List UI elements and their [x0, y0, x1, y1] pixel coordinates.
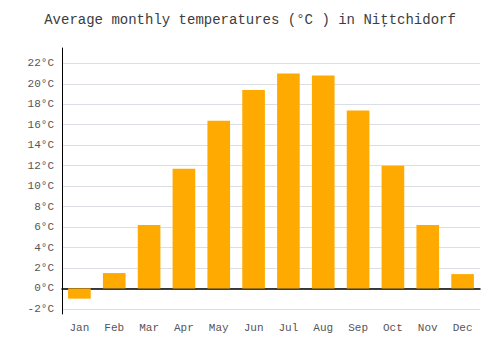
svg-text:Aug: Aug — [313, 322, 333, 334]
svg-text:Jun: Jun — [244, 322, 264, 334]
svg-text:12°C: 12°C — [28, 160, 55, 172]
svg-text:Jul: Jul — [279, 322, 299, 334]
svg-text:20°C: 20°C — [28, 78, 55, 90]
svg-text:May: May — [209, 322, 229, 334]
svg-text:Dec: Dec — [453, 322, 473, 334]
svg-text:Mar: Mar — [139, 322, 159, 334]
svg-text:Sep: Sep — [348, 322, 368, 334]
svg-text:Average monthly temperatures (: Average monthly temperatures (°C ) in Ni… — [44, 12, 456, 28]
svg-text:Oct: Oct — [383, 322, 403, 334]
svg-text:10°C: 10°C — [28, 180, 55, 192]
svg-text:Apr: Apr — [174, 322, 194, 334]
svg-text:2°C: 2°C — [34, 262, 54, 274]
svg-text:6°C: 6°C — [34, 221, 54, 233]
svg-text:Feb: Feb — [104, 322, 124, 334]
svg-text:22°C: 22°C — [28, 57, 55, 69]
svg-text:0°C: 0°C — [34, 282, 54, 294]
svg-text:16°C: 16°C — [28, 119, 55, 131]
svg-text:14°C: 14°C — [28, 139, 55, 151]
svg-text:4°C: 4°C — [34, 242, 54, 254]
svg-text:-2°C: -2°C — [28, 303, 55, 315]
svg-text:Nov: Nov — [418, 322, 438, 334]
svg-text:Jan: Jan — [70, 322, 90, 334]
svg-text:18°C: 18°C — [28, 98, 55, 110]
svg-text:8°C: 8°C — [34, 201, 54, 213]
